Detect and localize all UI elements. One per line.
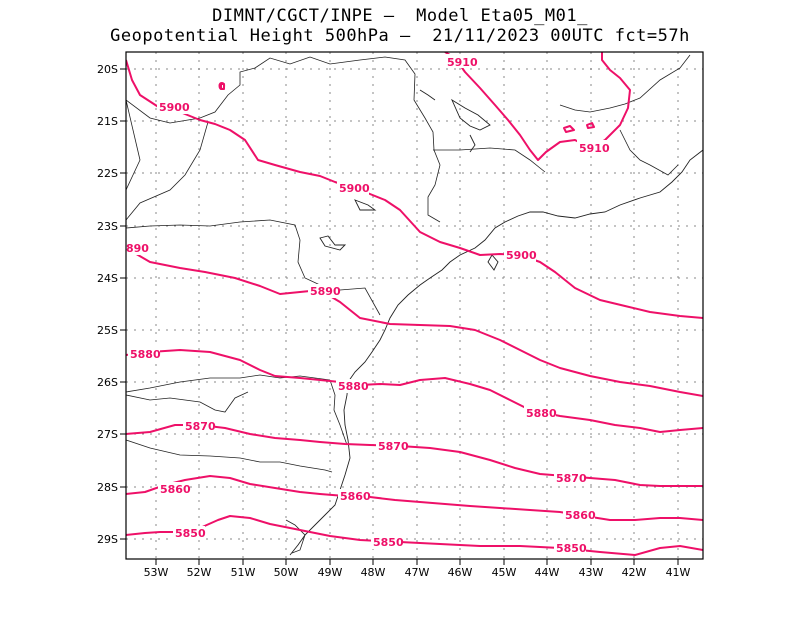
- lon-label-44w: 44W: [535, 566, 560, 579]
- lon-label-48w: 48W: [361, 566, 386, 579]
- map-title-line-1: DIMNT/CGCT/INPE – Model Eta05_M01_: [212, 6, 588, 26]
- contour-label-5880-b: 5880: [338, 380, 369, 393]
- contour-label-5850-c: 5850: [556, 542, 587, 555]
- contour-5850: [126, 515, 703, 556]
- axis-ticks: [120, 68, 679, 565]
- grid-lat-lines: [126, 68, 703, 540]
- lat-label-26s: 26S: [97, 376, 118, 389]
- contour-label-5880-c: 5880: [526, 407, 557, 420]
- contour-5900: [126, 59, 703, 319]
- grid-lines: [126, 52, 703, 559]
- contour-labels: 5910 5910 5900 5900 5900 890 5890 5880 5…: [126, 54, 610, 555]
- lon-label-47w: 47W: [405, 566, 430, 579]
- lat-label-25s: 25S: [97, 324, 118, 337]
- map-title-line-2: Geopotential Height 500hPa – 21/11/2023 …: [110, 26, 690, 46]
- contour-label-5860-a: 5860: [160, 483, 191, 496]
- contour-label-5850-a: 5850: [175, 527, 206, 540]
- contour-label-5860-c: 5860: [565, 509, 596, 522]
- lat-label-28s: 28S: [97, 481, 118, 494]
- lon-label-51w: 51W: [231, 566, 256, 579]
- contour-label-5900-a: 5900: [159, 101, 190, 114]
- contour-5910-island-b: [586, 122, 595, 129]
- contour-label-5860-b: 5860: [340, 490, 371, 503]
- contour-label-5870-c: 5870: [556, 472, 587, 485]
- contour-label-5890-a: 5890: [310, 285, 341, 298]
- contour-5910-island-a: [563, 125, 575, 133]
- contour-label-5910-a: 5910: [447, 56, 478, 69]
- contour-5860: [126, 475, 703, 521]
- map-frame: [125, 51, 704, 560]
- contour-label-5910-b: 5910: [579, 142, 610, 155]
- lon-label-41w: 41W: [666, 566, 691, 579]
- contour-label-small-ring: 0: [218, 80, 226, 93]
- grid-lon-lines: [155, 52, 679, 559]
- contour-label-890-partial: 890: [126, 242, 149, 255]
- lat-label-29s: 29S: [97, 533, 118, 546]
- lat-label-21s: 21S: [97, 115, 118, 128]
- contour-5910-north: [444, 52, 631, 161]
- contour-5890: [126, 247, 703, 397]
- contour-label-5900-c: 5900: [506, 249, 537, 262]
- lon-label-53w: 53W: [144, 566, 169, 579]
- longitude-labels: 53W 52W 51W 50W 49W 48W 47W 46W 45W 44W …: [144, 566, 691, 579]
- lon-label-43w: 43W: [579, 566, 604, 579]
- lon-label-45w: 45W: [492, 566, 517, 579]
- lon-label-46w: 46W: [448, 566, 473, 579]
- contour-label-5870-b: 5870: [378, 440, 409, 453]
- contour-5880: [126, 349, 703, 433]
- height-contours: [126, 52, 703, 556]
- lat-label-27s: 27S: [97, 428, 118, 441]
- contour-label-5880-a: 5880: [130, 348, 161, 361]
- coastline: [289, 89, 703, 556]
- lon-label-49w: 49W: [318, 566, 343, 579]
- contour-5870: [126, 424, 703, 487]
- lon-label-52w: 52W: [187, 566, 212, 579]
- lon-label-42w: 42W: [622, 566, 647, 579]
- contour-label-5870-a: 5870: [185, 420, 216, 433]
- contour-label-5850-b: 5850: [373, 536, 404, 549]
- lat-label-22s: 22S: [97, 167, 118, 180]
- lat-label-24s: 24S: [97, 272, 118, 285]
- lat-label-20s: 20S: [97, 63, 118, 76]
- contour-5910-ring-small: [220, 83, 225, 90]
- contour-label-5900-b: 5900: [339, 182, 370, 195]
- lon-label-50w: 50W: [274, 566, 299, 579]
- lat-label-23s: 23S: [97, 220, 118, 233]
- latitude-labels: 20S 21S 22S 23S 24S 25S 26S 27S 28S 29S: [97, 63, 118, 546]
